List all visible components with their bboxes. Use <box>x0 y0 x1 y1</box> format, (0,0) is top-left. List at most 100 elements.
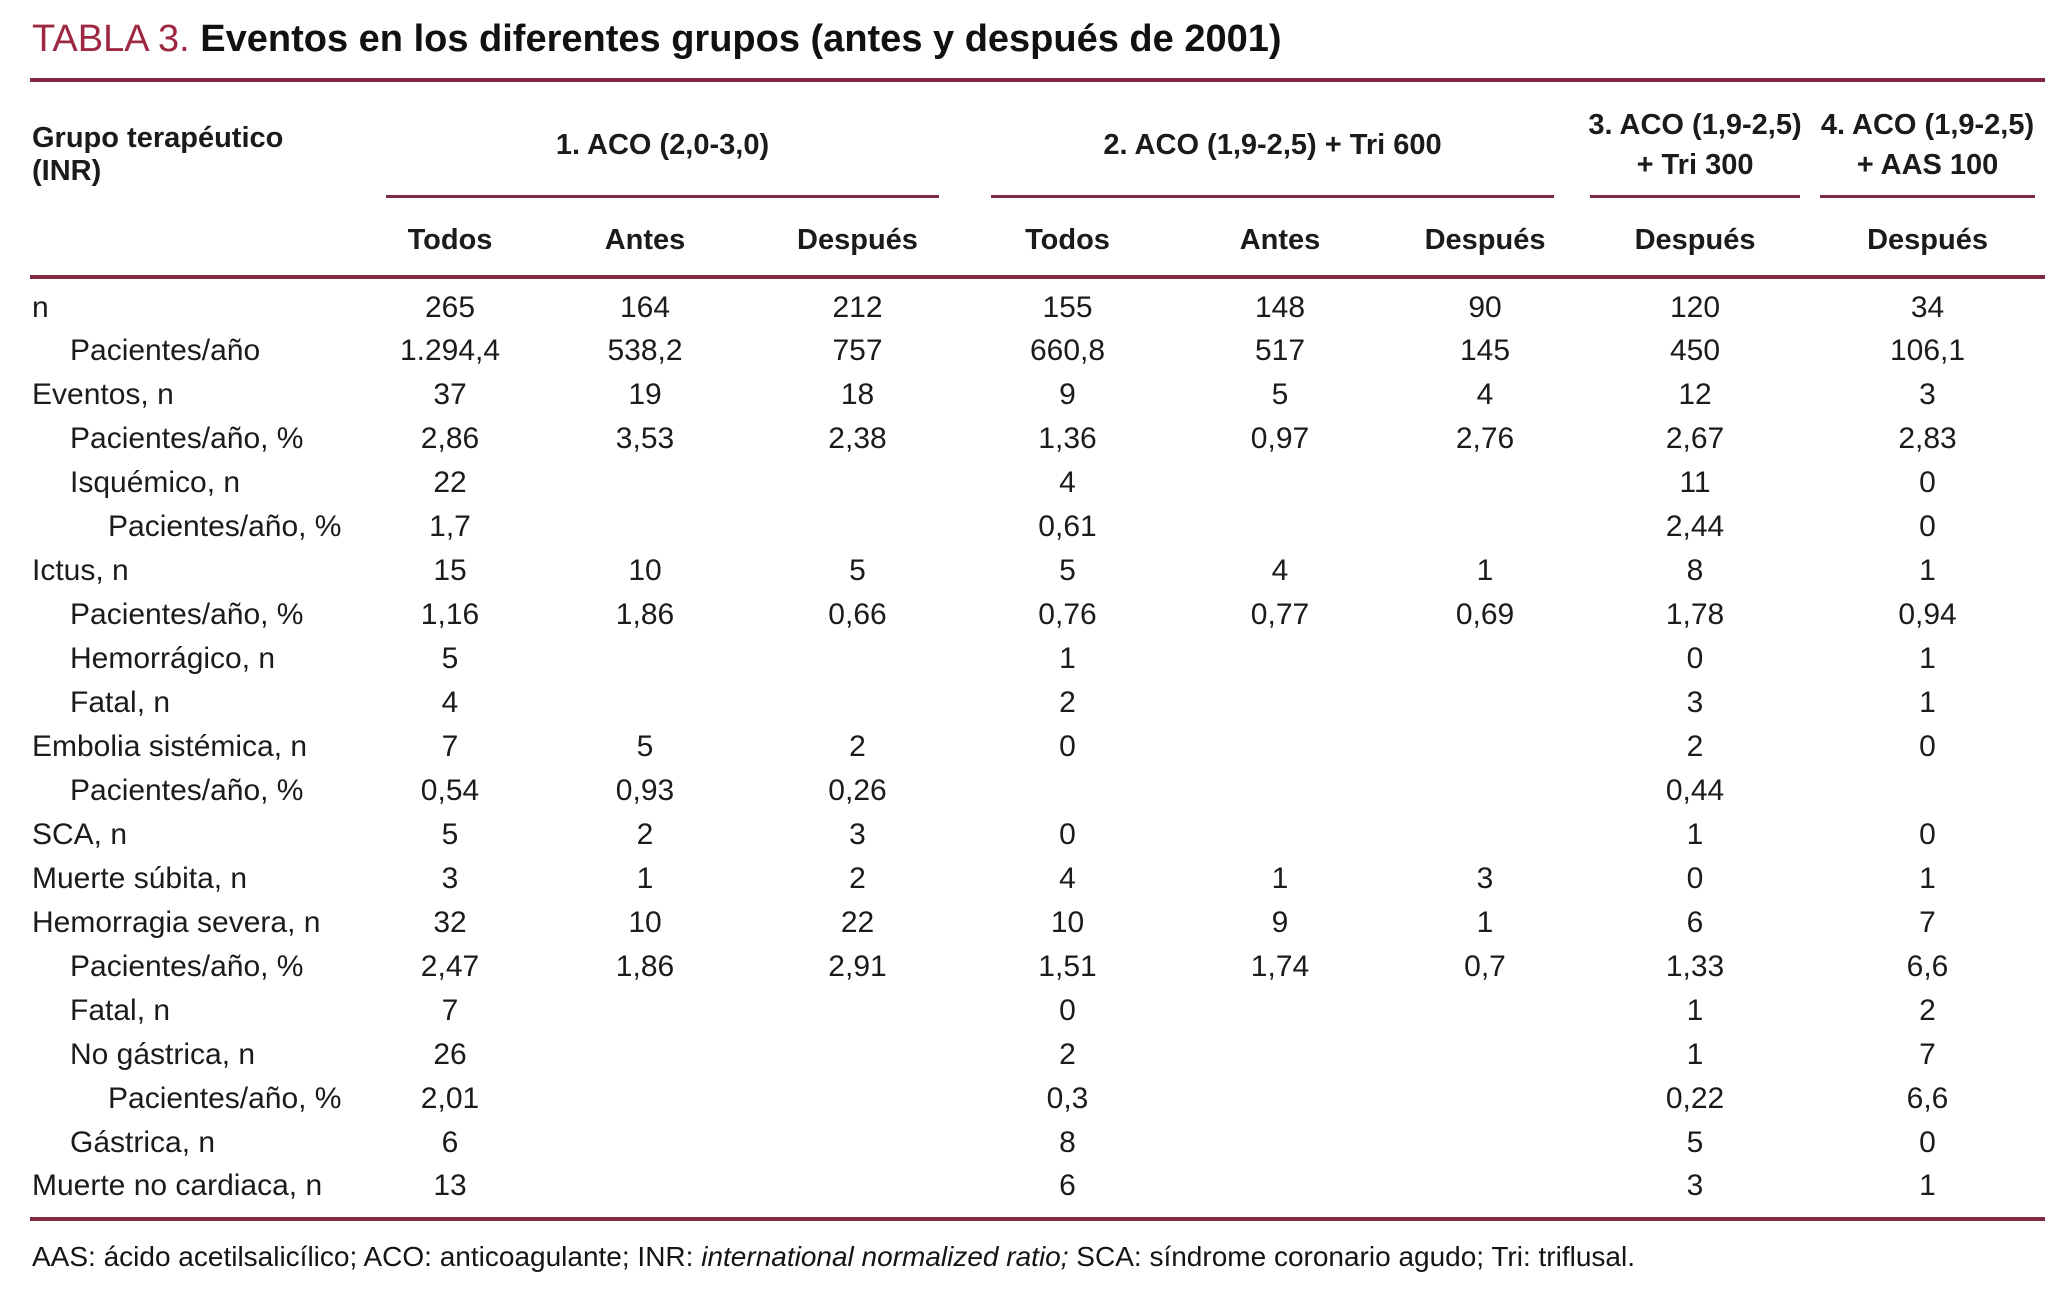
cell <box>540 681 750 725</box>
cell: 0,26 <box>828 773 887 807</box>
cell <box>1390 1033 1580 1077</box>
cell: 1,86 <box>615 597 675 631</box>
cell: 10 <box>1050 905 1085 939</box>
row-label: Pacientes/año, % <box>108 509 342 543</box>
group-header-4: 4. ACO (1,9-2,5) + AAS 100 <box>1810 82 2045 198</box>
cell: 4 <box>1059 465 1076 499</box>
col-header-todos-2: Todos <box>965 197 1170 279</box>
cell: 120 <box>1669 290 1721 324</box>
cell <box>1390 1077 1580 1121</box>
cell: 2,47 <box>420 949 480 983</box>
table-title-text: Eventos en los diferentes grupos (antes … <box>200 18 1282 60</box>
cell: 1 <box>1059 641 1076 675</box>
row-label: Pacientes/año, % <box>70 773 304 807</box>
cell: 5 <box>849 553 866 587</box>
cell <box>1170 461 1390 505</box>
row-label: Muerte no cardiaca, n <box>30 1164 360 1221</box>
title-rule <box>30 77 2045 82</box>
cell: 4 <box>1271 553 1289 587</box>
cell: 2,38 <box>828 421 887 455</box>
col-header-despues-4: Después <box>1810 197 2046 279</box>
cell <box>750 681 965 725</box>
cell: 18 <box>840 377 875 411</box>
group-4-title-line2: + AAS 100 <box>1856 149 1999 182</box>
group-3-title-line1: 3. ACO (1,9-2,5) <box>1588 108 1802 141</box>
cell: 5 <box>1059 553 1076 587</box>
group-header-row: Grupo terapéutico (INR) 1. ACO (2,0-3,0)… <box>30 81 2045 279</box>
cell <box>1390 681 1580 725</box>
table-row: Eventos, n 37 19 18 9 5 4 12 3 <box>30 373 2045 417</box>
cell: 3 <box>849 817 866 851</box>
cell: 22 <box>433 465 467 499</box>
cell: 12 <box>1678 377 1712 411</box>
cell: 15 <box>433 553 467 587</box>
cell: 6 <box>965 1164 1170 1221</box>
group-header-2: 2. ACO (1,9-2,5) + Tri 600 <box>965 82 1580 198</box>
footnote: AAS: ácido acetilsalicílico; ACO: antico… <box>32 1241 2028 1273</box>
cell: 0 <box>1919 509 1936 543</box>
table-row: Muerte no cardiaca, n 13 6 3 1 <box>30 1164 2046 1221</box>
cell: 5 <box>441 641 459 675</box>
cell: 517 <box>1254 333 1306 367</box>
cell: 7 <box>441 729 459 763</box>
group-3-underline <box>1590 194 1801 198</box>
cell: 10 <box>628 553 662 587</box>
cell: 0 <box>1919 729 1936 763</box>
cell: 0,44 <box>1665 773 1725 807</box>
cell: 2 <box>636 817 654 851</box>
cell: 2 <box>849 861 866 895</box>
cell: 7 <box>441 993 459 1027</box>
cell: 8 <box>1059 1125 1076 1159</box>
cell: 538,2 <box>607 333 683 367</box>
cell <box>1390 989 1580 1033</box>
cell <box>1170 1164 1390 1221</box>
cell: 0,93 <box>615 773 675 807</box>
table-row: Hemorrágico, n 5 1 0 1 <box>30 637 2045 681</box>
cell: 1,33 <box>1665 949 1725 983</box>
cell <box>1170 725 1390 769</box>
events-table: Grupo terapéutico (INR) 1. ACO (2,0-3,0)… <box>30 81 2046 1221</box>
cell: 2 <box>849 729 866 763</box>
cell: 3 <box>441 861 459 895</box>
cell: 10 <box>628 905 662 939</box>
table-row: Gástrica, n 6 8 5 0 <box>30 1121 2045 1165</box>
cell: 757 <box>832 333 883 367</box>
row-label: Pacientes/año, % <box>70 597 304 631</box>
table-title: TABLA 3. Eventos en los diferentes grupo… <box>32 18 2028 62</box>
cell <box>1390 1121 1580 1165</box>
row-label: Isquémico, n <box>70 465 241 499</box>
cell: 0 <box>1919 465 1936 499</box>
row-label: Eventos, n <box>32 377 174 411</box>
cell: 0 <box>1686 861 1704 895</box>
cell <box>1390 813 1580 857</box>
table-row: Fatal, n 7 0 1 2 <box>30 989 2045 1033</box>
footnote-italic-text: international normalized ratio; <box>701 1240 1069 1272</box>
cell: 5 <box>636 729 654 763</box>
col-header-todos-1: Todos <box>360 197 540 279</box>
cell: 2 <box>1059 685 1076 719</box>
group-4-title-line1: 4. ACO (1,9-2,5) <box>1820 108 2035 141</box>
cell <box>1170 505 1390 549</box>
cell <box>540 1121 750 1165</box>
cell: 265 <box>424 290 476 324</box>
cell: 212 <box>832 290 883 324</box>
cell: 0 <box>1686 641 1704 675</box>
cell: 1 <box>1810 1164 2046 1221</box>
col-header-antes-2: Antes <box>1170 197 1390 279</box>
cell: 1,86 <box>615 949 675 983</box>
table-row: Pacientes/año, % 2,47 1,86 2,91 1,51 1,74 0,7 1… <box>30 945 2045 989</box>
cell <box>540 1033 750 1077</box>
cell <box>750 1033 965 1077</box>
table-row: Pacientes/año, % 1,7 0,61 2,44 0 <box>30 505 2045 549</box>
cell: 660,8 <box>1029 333 1106 367</box>
cell <box>1170 1033 1390 1077</box>
group-header-1: 1. ACO (2,0-3,0) <box>360 82 965 198</box>
cell: 0,54 <box>420 773 480 807</box>
cell: 7 <box>1919 905 1936 939</box>
cell: 2 <box>1919 993 1936 1027</box>
cell <box>1390 461 1580 505</box>
group-header-3: 3. ACO (1,9-2,5) + Tri 300 <box>1580 82 1810 198</box>
col-header-antes-1: Antes <box>540 197 750 279</box>
cell: 3 <box>1476 861 1494 895</box>
cell: 1 <box>1476 905 1494 939</box>
